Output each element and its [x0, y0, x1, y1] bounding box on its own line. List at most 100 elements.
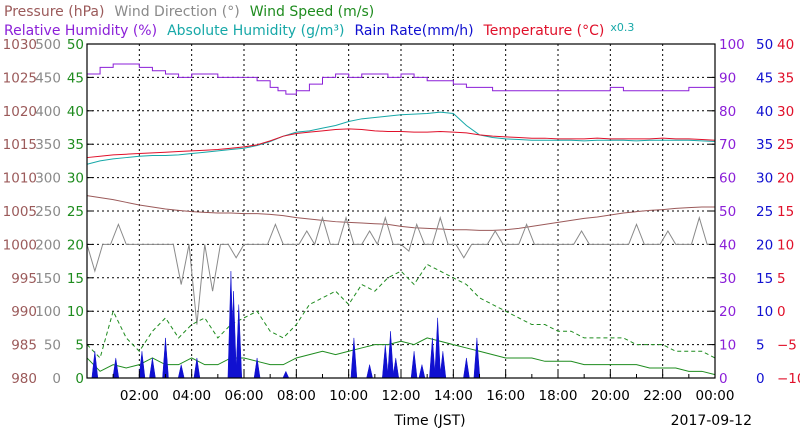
x-tick-label: 10:00: [329, 388, 368, 404]
tick-label-pressure: 990: [11, 304, 37, 320]
legend-line1-0: Pressure (hPa): [4, 4, 104, 20]
tick-label-wind_direction: 350: [35, 137, 61, 153]
legend-line2-3: Temperature (°C): [483, 23, 605, 39]
x-axis-label: Time (JST): [393, 413, 465, 429]
x-tick-label: 08:00: [277, 388, 316, 404]
rain-spike: [439, 351, 447, 379]
x-tick-label: 00:00: [696, 388, 735, 404]
tick-label-relative_humidity: 80: [719, 104, 736, 120]
tick-label-wind_direction: 200: [35, 237, 61, 253]
tick-label-pressure: 1015: [3, 137, 37, 153]
tick-label-temperature: 30: [777, 104, 794, 120]
tick-label-temperature: 0: [777, 304, 786, 320]
rain-spike: [177, 364, 185, 379]
tick-label-pressure: 980: [11, 371, 37, 387]
tick-label-rain_rate: 35: [756, 137, 773, 153]
tick-label-temperature: 35: [777, 70, 794, 86]
series-wind-speed-m-s: [86, 337, 716, 376]
tick-label-temperature: 40: [777, 37, 794, 53]
chart-grid: [87, 44, 715, 378]
tick-label-wind_speed: 40: [67, 104, 84, 120]
series-wind-direction: [86, 215, 715, 325]
series-relative-humidity: [87, 63, 716, 95]
tick-label-rain_rate: 20: [756, 237, 773, 253]
tick-label-relative_humidity: 60: [719, 171, 736, 187]
tick-label-pressure: 1025: [3, 70, 37, 86]
tick-label-wind_speed: 50: [67, 37, 84, 53]
tick-label-temperature: −10: [777, 371, 800, 387]
rain-spike: [193, 357, 201, 379]
tick-label-relative_humidity: 0: [719, 371, 728, 387]
tick-label-pressure: 1005: [3, 204, 37, 220]
tick-label-rain_rate: 0: [756, 371, 765, 387]
tick-label-rain_rate: 10: [756, 304, 773, 320]
series-wind-speed-peak-m-s: [86, 263, 716, 359]
series-pressure-hpa: [86, 195, 715, 231]
tick-label-pressure: 995: [11, 271, 37, 287]
x-tick-label: 02:00: [120, 388, 159, 404]
x-tick-label: 22:00: [643, 388, 682, 404]
rain-spike: [418, 364, 426, 379]
tick-label-wind_direction: 250: [35, 204, 61, 220]
tick-label-temperature: 25: [777, 137, 794, 153]
tick-label-relative_humidity: 20: [719, 304, 736, 320]
tick-label-wind_direction: 450: [35, 70, 61, 86]
tick-label-temperature: 5: [777, 271, 786, 287]
chart-header: Pressure (hPa) Wind Direction (°) Wind Spe…: [4, 4, 634, 39]
tick-label-wind_direction: 100: [35, 304, 61, 320]
tick-label-temperature: 20: [777, 171, 794, 187]
tick-label-rain_rate: 30: [756, 171, 773, 187]
x-tick-label: 06:00: [225, 388, 264, 404]
x-axis: 02:00 04:00 06:00 08:00 10:00 12:00 14:00 16:00…: [112, 371, 735, 404]
tick-label-rain_rate: 15: [756, 271, 773, 287]
tick-label-pressure: 1000: [3, 237, 37, 253]
series-absolute-humidity-g-m: [86, 111, 716, 165]
tick-label-wind_direction: 500: [35, 37, 61, 53]
x-tick-label: 18:00: [539, 388, 578, 404]
rain-spike: [387, 331, 394, 379]
tick-label-rain_rate: 50: [756, 37, 773, 53]
tick-label-temperature: 10: [777, 237, 794, 253]
rain-spike: [350, 337, 358, 379]
tick-label-wind_speed: 15: [67, 271, 84, 287]
tick-label-wind_direction: 50: [44, 338, 61, 354]
tick-label-wind_speed: 0: [75, 371, 84, 387]
x-tick-label: 04:00: [172, 388, 211, 404]
legend-line1-1: Wind Direction (°): [114, 4, 239, 20]
rain-spike: [392, 357, 400, 379]
rain-spike: [382, 344, 389, 379]
rain-spike: [410, 351, 418, 379]
tick-label-relative_humidity: 30: [719, 271, 736, 287]
tick-label-wind_speed: 10: [67, 304, 84, 320]
legend-line2-2: Rain Rate(mm/h): [354, 23, 473, 39]
rain-spike: [473, 337, 481, 379]
rain-spike: [162, 337, 169, 379]
tick-label-relative_humidity: 50: [719, 204, 736, 220]
tick-label-wind_direction: 300: [35, 171, 61, 187]
tick-label-wind_speed: 30: [67, 171, 84, 187]
tick-label-wind_speed: 5: [75, 338, 84, 354]
x-tick-label: 20:00: [591, 388, 630, 404]
rain-scale-note: x0.3: [610, 21, 634, 34]
tick-label-wind_direction: 0: [52, 371, 61, 387]
rain-spike: [463, 357, 470, 379]
tick-label-temperature: −5: [777, 338, 797, 354]
tick-label-wind_direction: 150: [35, 271, 61, 287]
tick-label-temperature: 15: [777, 204, 794, 220]
date-label: 2017-09-12: [671, 413, 752, 429]
legend-line2-0: Relative Humidity (%): [4, 23, 157, 39]
rain-spike: [112, 357, 120, 379]
tick-label-rain_rate: 5: [756, 338, 765, 354]
tick-label-pressure: 985: [11, 338, 37, 354]
tick-label-relative_humidity: 100: [719, 37, 745, 53]
x-tick-label: 16:00: [486, 388, 525, 404]
tick-label-wind_speed: 35: [67, 137, 84, 153]
legend-line2-1: Absolute Humidity (g/m³): [167, 23, 344, 39]
tick-label-wind_speed: 20: [67, 237, 84, 253]
tick-label-wind_speed: 25: [67, 204, 84, 220]
right-axes: 0102030405060708090100051015202530354045…: [719, 37, 800, 387]
rain-spike: [429, 337, 436, 379]
tick-label-rain_rate: 45: [756, 70, 773, 86]
rain-spike: [282, 370, 290, 379]
